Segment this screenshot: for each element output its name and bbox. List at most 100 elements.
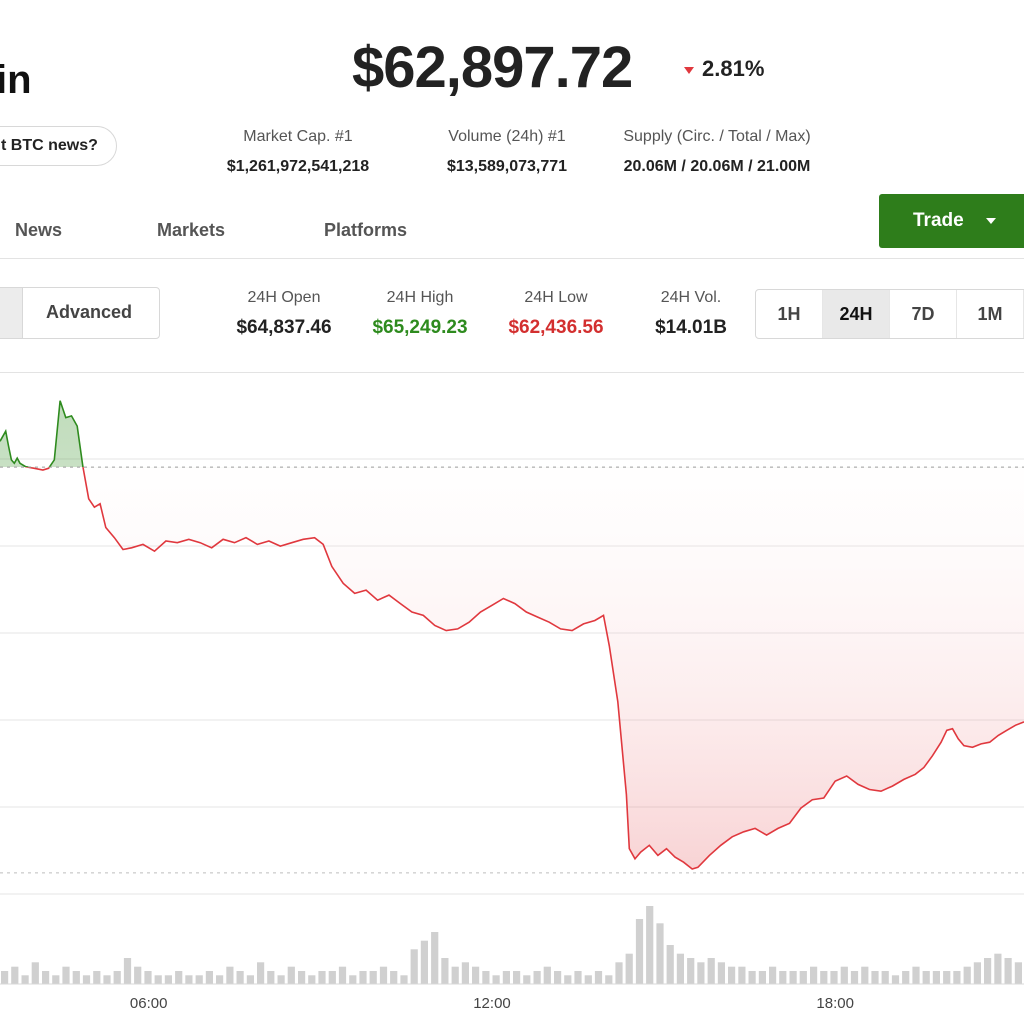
highlight-value: $64,837.46	[236, 317, 332, 338]
highlight-low: 24H Low $62,436.56	[495, 289, 617, 339]
stat-value: 20.06M / 20.06M / 21.00M	[623, 158, 811, 175]
volume-bar	[42, 971, 50, 984]
stat-label: Supply (Circ. / Total / Max)	[623, 128, 811, 145]
range-button-1h[interactable]: 1H	[756, 290, 823, 338]
volume-bar	[164, 975, 172, 984]
volume-bar	[328, 971, 336, 984]
area-above-open	[0, 400, 83, 468]
stat-volume: Volume (24h) #1 $13,589,073,771	[426, 128, 588, 176]
chart-mode-advanced[interactable]: Advanced	[46, 302, 133, 322]
volume-bar	[676, 953, 684, 984]
stat-label: Market Cap. #1	[243, 128, 353, 145]
price-change: 2.81%	[684, 56, 764, 82]
volume-bar	[871, 971, 879, 984]
stat-value: $13,589,073,771	[446, 158, 568, 175]
volume-bar	[359, 971, 367, 984]
chart-mode-simple-segment[interactable]	[0, 288, 23, 338]
volume-bar	[922, 971, 930, 984]
news-pill-button[interactable]: t BTC news?	[0, 126, 117, 166]
chevron-down-icon	[985, 218, 996, 224]
volume-bar	[840, 966, 848, 984]
volume-bar	[318, 971, 326, 984]
x-tick-label: 18:00	[816, 995, 854, 1012]
volume-bar	[513, 971, 521, 984]
volume-bar	[113, 971, 121, 984]
volume-bar	[492, 975, 500, 984]
volume-bar	[379, 966, 388, 984]
range-button-7d[interactable]: 7D	[890, 290, 957, 338]
volume-bar	[1, 971, 9, 984]
highlight-value: $14.01B	[655, 317, 727, 338]
volume-bar	[298, 971, 306, 984]
volume-bar	[257, 962, 265, 984]
volume-bar	[502, 971, 510, 984]
volume-bar	[144, 971, 152, 984]
volume-bar	[697, 962, 705, 984]
volume-bar	[123, 958, 132, 984]
volume-bar	[861, 966, 869, 984]
volume-bar	[72, 971, 80, 984]
volume-bar	[973, 962, 981, 984]
x-tick-label: 12:00	[473, 995, 511, 1012]
volume-bar	[31, 962, 39, 984]
volume-bar	[605, 975, 613, 984]
tab-news[interactable]: News	[15, 220, 63, 240]
stat-value: $1,261,972,541,218	[226, 158, 370, 175]
highlight-label: 24H High	[386, 289, 454, 306]
divider	[0, 258, 1024, 259]
volume-bar	[717, 962, 725, 984]
volume-bar	[646, 906, 654, 984]
price-change-value: 2.81%	[702, 56, 765, 81]
area-below-open	[0, 467, 1024, 869]
volume-bar	[994, 953, 1002, 984]
volume-bar	[267, 971, 275, 984]
volume-bar	[308, 975, 316, 984]
volume-bar	[52, 975, 60, 984]
volume-bar	[902, 971, 910, 984]
volume-bar	[420, 940, 428, 984]
volume-bar	[246, 975, 254, 984]
volume-bar	[584, 975, 592, 984]
time-range-selector: 1H 24H 7D 1M	[755, 289, 1024, 339]
stat-market-cap: Market Cap. #1 $1,261,972,541,218	[208, 128, 388, 176]
volume-bar	[523, 975, 531, 984]
volume-bar	[543, 966, 551, 984]
highlight-value: $62,436.56	[508, 317, 604, 338]
volume-bar	[11, 966, 19, 984]
volume-bar	[820, 971, 828, 984]
volume-bar	[810, 966, 818, 984]
volume-bar	[932, 971, 940, 984]
volume-bar	[891, 975, 900, 984]
volume-bar	[769, 966, 777, 984]
highlight-label: 24H Open	[247, 289, 321, 306]
tab-platforms[interactable]: Platforms	[324, 220, 408, 240]
volume-bar	[594, 971, 603, 984]
highlight-label: 24H Vol.	[660, 289, 722, 306]
volume-bar	[666, 945, 674, 984]
volume-bar	[830, 971, 838, 984]
volume-bar	[410, 949, 418, 984]
volume-bar	[1004, 958, 1012, 984]
volume-bar	[349, 975, 357, 984]
volume-bar	[748, 971, 756, 984]
highlight-label: 24H Low	[524, 289, 588, 306]
highlight-open: 24H Open $64,837.46	[222, 289, 346, 339]
tab-markets[interactable]: Markets	[157, 220, 226, 240]
volume-bar	[779, 971, 787, 984]
range-button-1m[interactable]: 1M	[957, 290, 1024, 338]
volume-bar	[441, 958, 449, 984]
volume-bar	[185, 975, 193, 984]
volume-bar	[963, 966, 971, 984]
volume-bar	[615, 962, 623, 984]
volume-bar	[850, 971, 859, 984]
volume-bar	[984, 958, 992, 984]
price-chart: 06:00 12:00 18:00	[0, 400, 1024, 1012]
stat-label: Volume (24h) #1	[448, 128, 566, 145]
volume-bar	[707, 958, 715, 984]
range-button-24h[interactable]: 24H	[823, 290, 890, 338]
volume-bar	[205, 971, 213, 984]
volume-bar	[287, 966, 295, 984]
trade-button[interactable]: Trade	[879, 194, 1024, 248]
volume-bar	[93, 971, 101, 984]
volume-bar	[758, 971, 766, 984]
